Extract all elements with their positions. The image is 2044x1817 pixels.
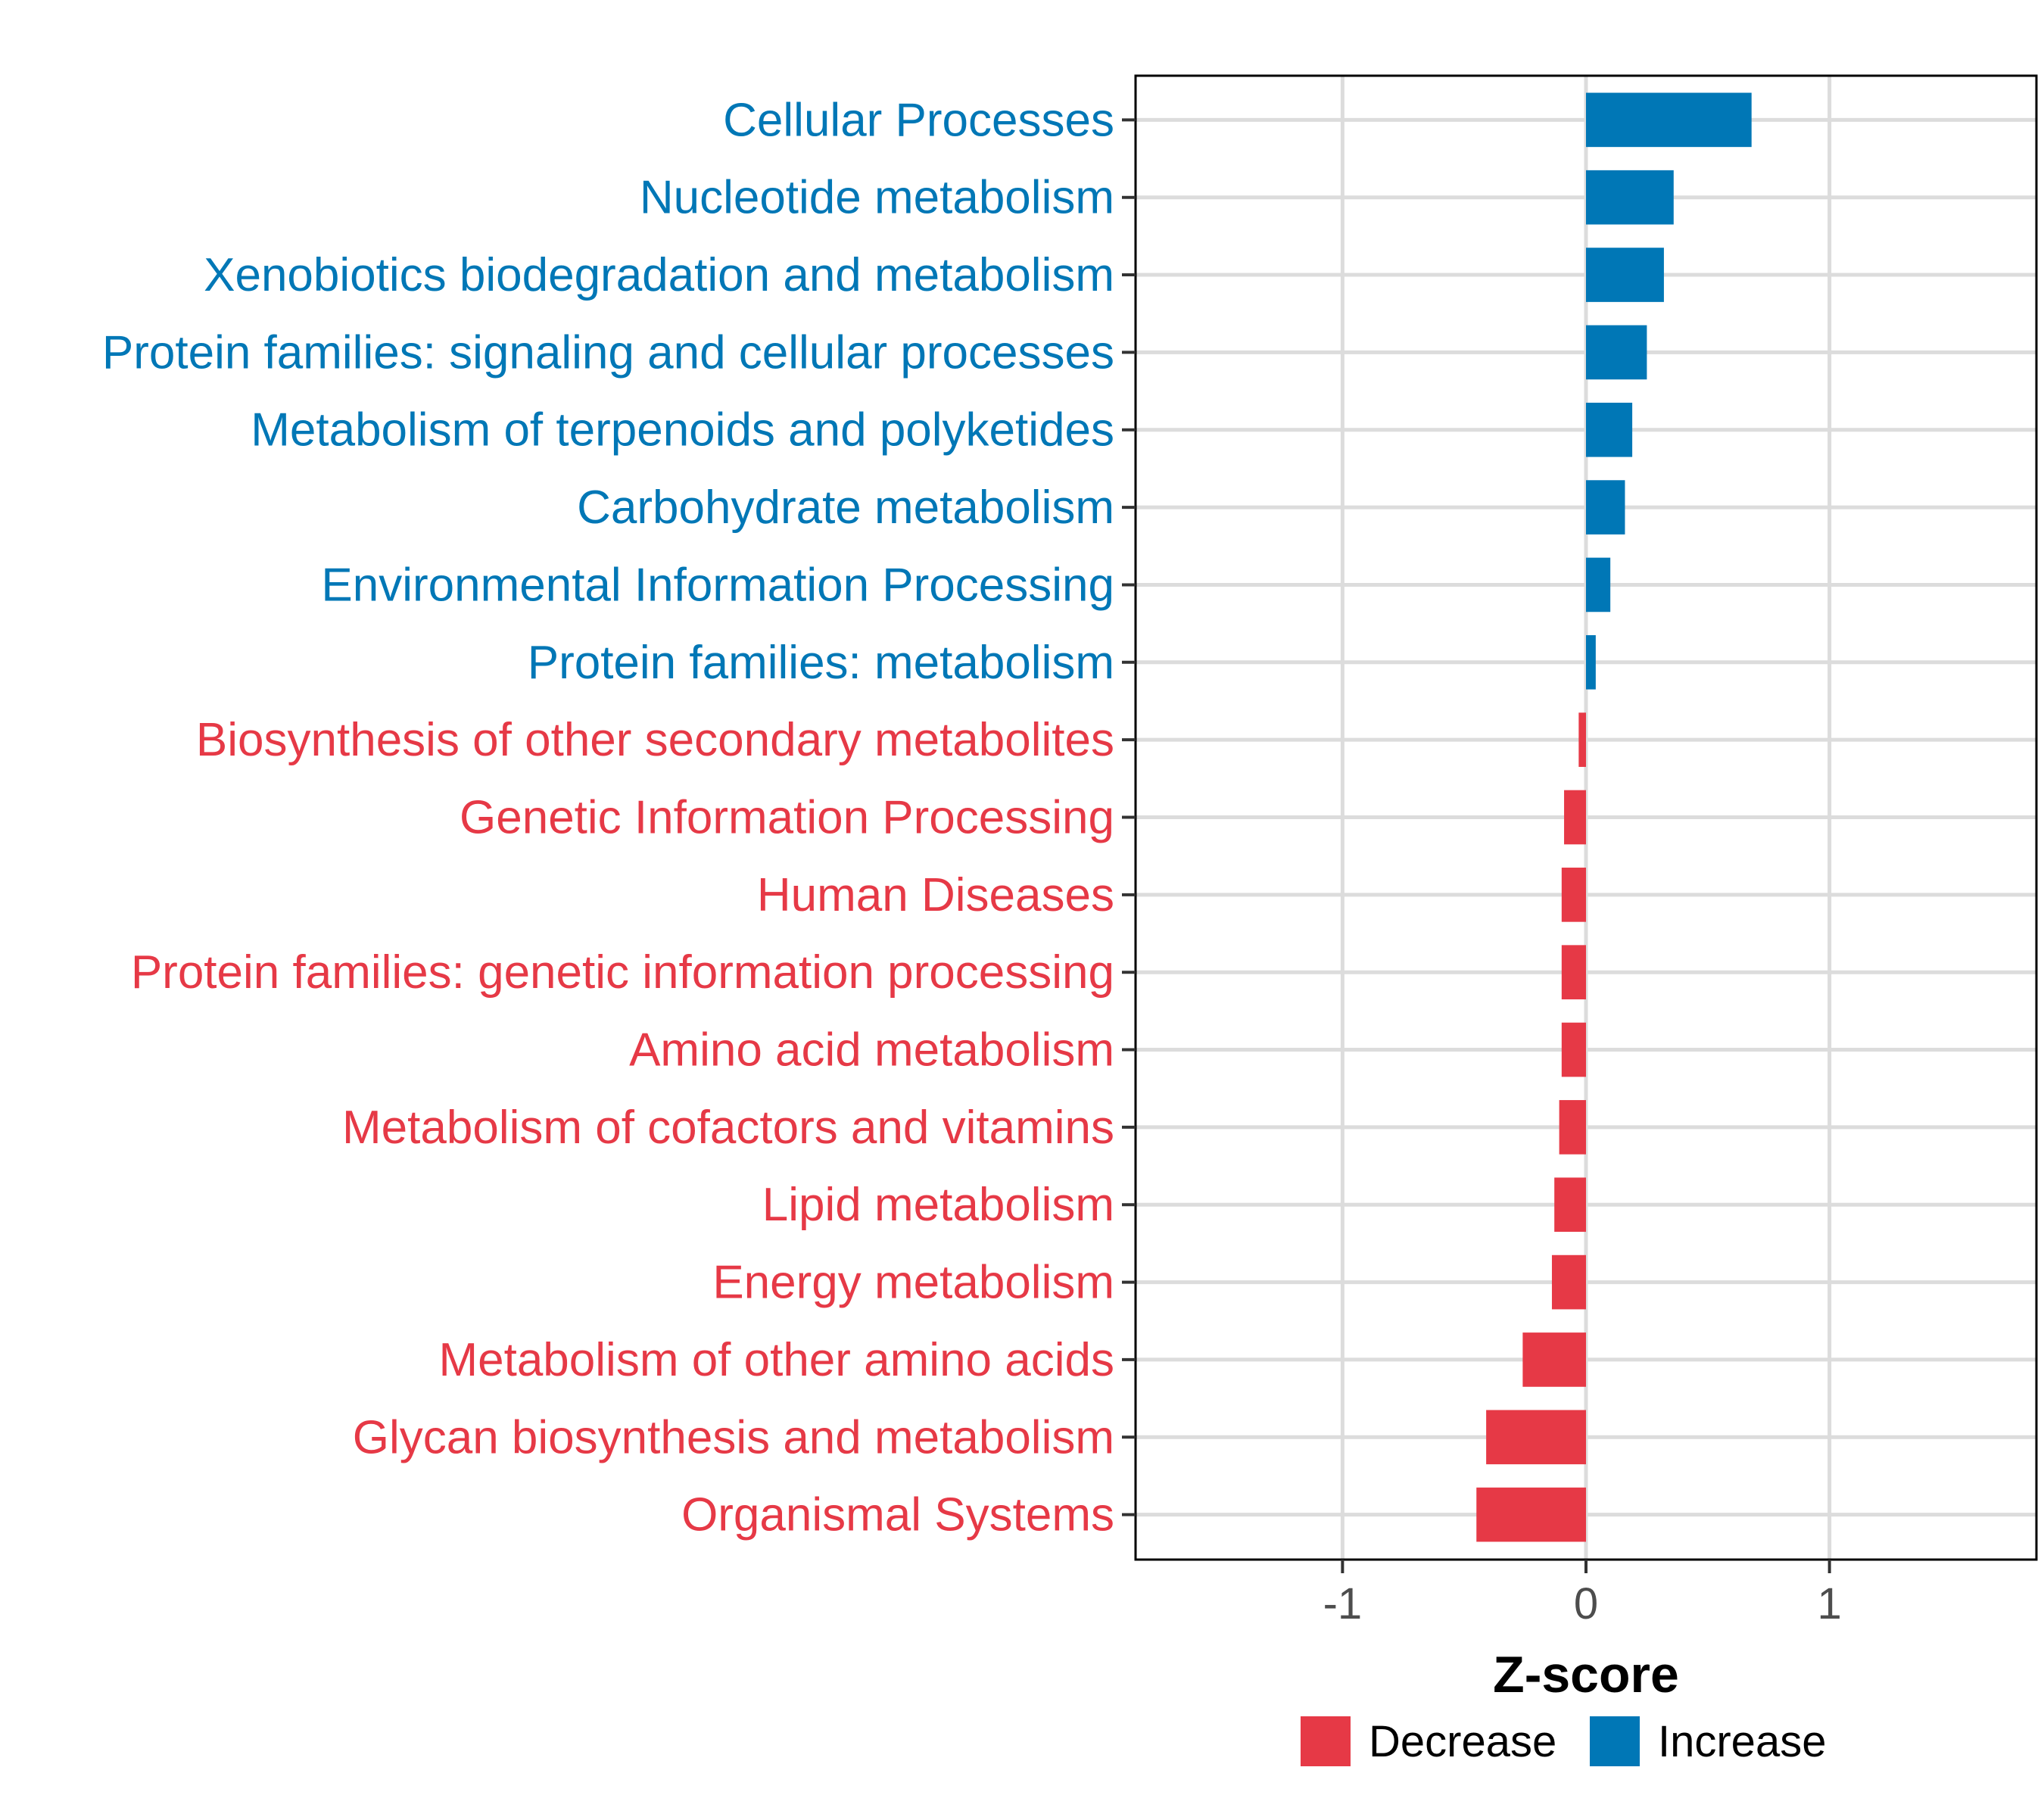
category-label: Energy metabolism bbox=[712, 1257, 1114, 1309]
category-label: Cellular Processes bbox=[723, 94, 1114, 146]
legend: Decrease Increase bbox=[1301, 1716, 1826, 1766]
category-label: Glycan biosynthesis and metabolism bbox=[353, 1411, 1114, 1463]
x-tick-label: 0 bbox=[1574, 1579, 1598, 1628]
x-tick-labels: -1 0 1 bbox=[1323, 1579, 1842, 1628]
bar-metabolism-of-other-amino-acids bbox=[1522, 1332, 1586, 1387]
x-tick-label: 1 bbox=[1817, 1579, 1841, 1628]
bar-human-diseases bbox=[1561, 868, 1586, 922]
bar-organismal-systems bbox=[1476, 1487, 1586, 1542]
bar-glycan-biosynthesis-and-metabolism bbox=[1486, 1410, 1586, 1465]
bar-genetic-information-processing bbox=[1564, 790, 1586, 845]
x-tick-label: -1 bbox=[1323, 1579, 1363, 1628]
category-label: Nucleotide metabolism bbox=[640, 172, 1114, 224]
bar-xenobiotics-biodegradation-and-metabolism bbox=[1586, 248, 1664, 302]
category-label: Organismal Systems bbox=[681, 1489, 1114, 1541]
category-label: Metabolism of terpenoids and polyketides bbox=[251, 404, 1114, 457]
category-label: Protein families: metabolism bbox=[528, 637, 1114, 689]
category-label: Metabolism of cofactors and vitamins bbox=[342, 1102, 1114, 1154]
bar-amino-acid-metabolism bbox=[1561, 1022, 1586, 1077]
category-label: Metabolism of other amino acids bbox=[438, 1334, 1114, 1386]
bar-environmental-information-processing bbox=[1586, 557, 1611, 612]
bar-energy-metabolism bbox=[1551, 1254, 1586, 1310]
bar-cellular-processes bbox=[1586, 92, 1752, 148]
bar-protein-families-signaling-and-cellular-processes bbox=[1586, 325, 1647, 380]
legend-key-decrease bbox=[1301, 1716, 1351, 1766]
category-label: Protein families: signaling and cellular… bbox=[102, 326, 1114, 379]
bar-protein-families-genetic-information-processing bbox=[1561, 945, 1586, 1000]
category-label: Genetic Information Processing bbox=[460, 791, 1114, 843]
legend-label-increase: Increase bbox=[1658, 1717, 1826, 1766]
category-label: Biosynthesis of other secondary metaboli… bbox=[196, 714, 1114, 766]
bar-protein-families-metabolism bbox=[1586, 634, 1596, 690]
bar-nucleotide-metabolism bbox=[1586, 170, 1674, 225]
category-labels: Cellular Processes Nucleotide metabolism X… bbox=[102, 94, 1114, 1541]
legend-label-decrease: Decrease bbox=[1369, 1717, 1556, 1766]
bar-biosynthesis-of-other-secondary-metabolites bbox=[1578, 712, 1586, 767]
category-label: Protein families: genetic information pr… bbox=[131, 946, 1114, 999]
category-label: Amino acid metabolism bbox=[629, 1024, 1114, 1077]
bars bbox=[1476, 92, 1752, 1542]
bar-carbohydrate-metabolism bbox=[1586, 480, 1625, 535]
legend-key-increase bbox=[1590, 1716, 1640, 1766]
bar-metabolism-of-cofactors-and-vitamins bbox=[1559, 1100, 1586, 1155]
bar-lipid-metabolism bbox=[1554, 1177, 1586, 1233]
category-label: Human Diseases bbox=[757, 869, 1114, 921]
axis-ticks bbox=[1122, 118, 1831, 1573]
x-axis-title: Z-score bbox=[1493, 1646, 1679, 1703]
category-label: Carbohydrate metabolism bbox=[577, 482, 1114, 534]
category-label: Xenobiotics biodegradation and metabolis… bbox=[204, 249, 1114, 301]
category-label: Lipid metabolism bbox=[762, 1179, 1114, 1231]
category-label: Environmental Information Processing bbox=[321, 559, 1114, 611]
bar-metabolism-of-terpenoids-and-polyketides bbox=[1586, 402, 1633, 457]
